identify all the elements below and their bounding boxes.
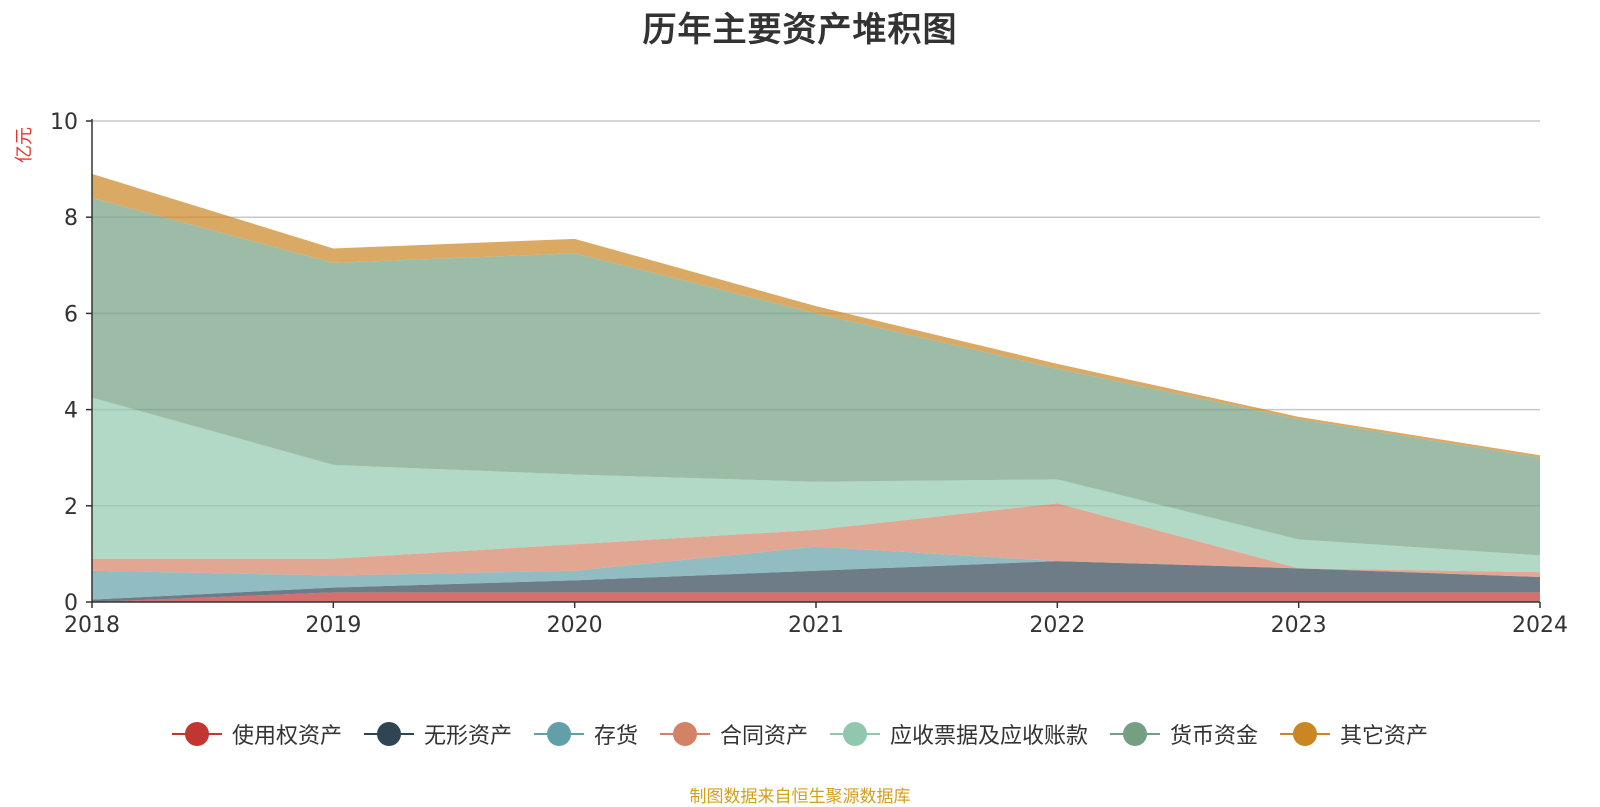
x-tick-label: 2022 — [1029, 613, 1085, 638]
legend-swatch-icon — [1280, 722, 1331, 746]
legend-swatch-icon — [171, 722, 222, 746]
legend-swatch-icon — [533, 722, 584, 746]
y-tick-label: 8 — [64, 206, 78, 231]
y-tick-label: 2 — [64, 495, 78, 520]
stacked-area-chart: 0 2 4 6 8 10 2018 2019 2020 2021 2022 2023 2024 亿元 — [14, 110, 1568, 638]
legend-item[interactable]: 货币资金 — [1110, 718, 1258, 750]
x-tick-label: 2019 — [305, 613, 361, 638]
area-layers — [92, 173, 1540, 602]
area-series-其它资产[interactable] — [92, 173, 1540, 458]
area-series-使用权资产[interactable] — [92, 592, 1540, 602]
legend-label: 货币资金 — [1170, 724, 1259, 749]
y-tick-label: 6 — [64, 302, 78, 327]
legend-swatch-icon — [1110, 722, 1161, 746]
legend-item[interactable]: 存货 — [533, 718, 638, 750]
legend-item[interactable]: 应收票据及应收账款 — [830, 718, 1088, 750]
chart-title: 历年主要资产堆积图 — [642, 10, 958, 50]
legend-label: 存货 — [593, 724, 638, 749]
legend-swatch-icon — [659, 722, 710, 746]
legend-item[interactable]: 无形资产 — [363, 718, 512, 750]
legend-swatch-icon — [363, 722, 414, 746]
x-tick-label: 2023 — [1271, 613, 1327, 638]
legend-label: 其它资产 — [1340, 724, 1429, 749]
y-tick-label: 0 — [64, 591, 78, 616]
area-series-应收票据及应收账款[interactable] — [92, 397, 1540, 573]
legend-item[interactable]: 合同资产 — [659, 718, 808, 750]
x-tick-label: 2018 — [64, 613, 120, 638]
legend-label: 应收票据及应收账款 — [890, 724, 1089, 749]
area-series-货币资金[interactable] — [92, 197, 1540, 556]
legend-item[interactable]: 使用权资产 — [171, 718, 342, 750]
source-note: 制图数据来自恒生聚源数据库 — [689, 787, 911, 807]
y-tick-label: 4 — [64, 399, 78, 424]
legend-swatch-icon — [830, 722, 880, 746]
legend: 使用权资产 无形资产 存货 合同资产 应收票据及应收账款 货币资金 其它资产 — [0, 718, 1600, 750]
x-tick-label: 2020 — [547, 613, 603, 638]
legend-label: 使用权资产 — [231, 724, 342, 749]
legend-label: 合同资产 — [719, 724, 808, 749]
x-tick-label: 2024 — [1512, 613, 1568, 638]
legend-item[interactable]: 其它资产 — [1280, 718, 1428, 750]
y-tick-label: 10 — [50, 110, 78, 135]
area-series-存货[interactable] — [92, 546, 1540, 600]
x-tick-label: 2021 — [788, 613, 844, 638]
y-axis-label: 亿元 — [14, 127, 35, 163]
area-series-无形资产[interactable] — [92, 561, 1540, 602]
area-series-合同资产[interactable] — [92, 503, 1540, 577]
axes: 0 2 4 6 8 10 2018 2019 2020 2021 2022 2023 2024 — [50, 110, 1568, 638]
legend-label: 无形资产 — [423, 724, 512, 749]
